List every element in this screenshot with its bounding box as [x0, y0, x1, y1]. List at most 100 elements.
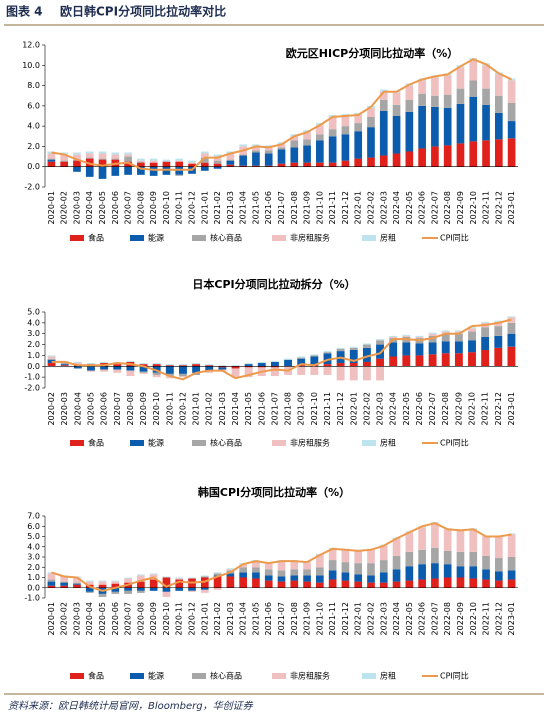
bar-segment [277, 147, 286, 150]
bar-segment [468, 327, 476, 329]
bar-segment [494, 558, 503, 572]
bar-segment [456, 88, 465, 104]
bar-segment [162, 161, 171, 167]
y-tick-label: 1.0 [27, 351, 40, 360]
legend-label: 能源 [148, 233, 164, 243]
bar-segment [341, 572, 350, 581]
bar-segment [73, 166, 81, 172]
x-tick-label: 2020-08 [136, 602, 145, 635]
x-tick-label: 2021-05 [251, 191, 260, 224]
legend-label: 核心商品 [210, 438, 242, 448]
bar-segment [367, 157, 375, 167]
bar-segment [468, 328, 476, 332]
bar-segment [481, 350, 490, 367]
bar-segment [200, 162, 209, 167]
bar-segment [139, 364, 148, 367]
bar-segment [456, 103, 465, 144]
bar-segment [200, 157, 209, 163]
legend-swatch [70, 673, 84, 679]
bar-segment [328, 136, 337, 163]
bar-segment [367, 127, 375, 158]
bar-segment [188, 160, 196, 163]
y-tick-label: 0.0 [27, 362, 40, 371]
bar-segment [124, 156, 132, 162]
y-tick-label: 3.0 [27, 553, 40, 562]
bar-segment [402, 342, 411, 356]
bar-segment [456, 551, 465, 567]
x-tick-label: 2021-07 [277, 191, 286, 224]
bar-segment [336, 348, 345, 352]
legend-swatch [362, 440, 376, 446]
bar-segment [124, 161, 132, 167]
legend-swatch [272, 440, 286, 446]
bar-segment [405, 111, 414, 152]
bar-segment [85, 580, 94, 582]
x-tick-label: 2020-03 [72, 602, 81, 635]
bar-segment [47, 151, 56, 154]
bar-segment [494, 95, 503, 113]
bar-segment [415, 336, 424, 339]
bar-segment [376, 344, 384, 359]
bar-segment [264, 147, 273, 151]
legend-swatch [130, 440, 144, 446]
x-tick-label: 2020-04 [85, 191, 94, 224]
legend-label: 食品 [88, 671, 104, 681]
bar-segment [85, 166, 94, 177]
bar-segment [188, 587, 196, 591]
x-tick-label: 2022-11 [482, 191, 491, 224]
bar-segment [392, 538, 401, 556]
bar-segment [179, 373, 187, 377]
bar-segment [252, 572, 260, 579]
cpi-line [51, 522, 512, 592]
bar-segment [376, 366, 384, 381]
bar-segment [290, 162, 299, 167]
bar-segment [389, 335, 398, 337]
x-tick-label: 2020-03 [60, 392, 69, 425]
bar-segment [98, 593, 107, 597]
x-tick-label: 2022-11 [481, 392, 490, 425]
bar-segment [379, 110, 388, 156]
x-tick-label: 2023-01 [507, 602, 516, 635]
bar-segment [175, 578, 184, 580]
bar-segment [270, 361, 279, 367]
bar-segment [349, 346, 358, 348]
bar-segment [392, 104, 401, 116]
bar-segment [354, 114, 363, 124]
x-tick-label: 2021-03 [218, 392, 227, 425]
x-tick-label: 2020-09 [149, 602, 158, 635]
bar-segment [389, 336, 398, 339]
x-tick-label: 2022-09 [456, 191, 465, 224]
bar-segment [60, 154, 69, 161]
bar-segment [379, 89, 388, 92]
bar-segment [405, 151, 414, 167]
bar-segment [507, 579, 516, 588]
x-tick-label: 2020-05 [98, 602, 107, 635]
x-tick-label: 2021-10 [315, 191, 324, 224]
bar-segment [469, 60, 478, 81]
bar-segment [124, 166, 132, 175]
bar-segment [226, 576, 235, 588]
bar-segment [175, 174, 184, 176]
x-tick-label: 2021-01 [200, 602, 209, 635]
bar-segment [418, 579, 426, 588]
x-tick-label: 2021-06 [257, 392, 266, 425]
bar-segment [98, 581, 107, 585]
bar-segment [469, 578, 478, 588]
bar-segment [316, 575, 324, 583]
bar-segment [379, 91, 388, 100]
bar-segment [47, 363, 56, 367]
x-tick-label: 2021-04 [239, 602, 248, 635]
x-tick-label: 2020-06 [111, 191, 120, 224]
chart-title: 日本CPI分项同比拉动拆分（%） [192, 277, 355, 291]
chart-title: 欧元区HICP分项同比拉动率（%） [286, 46, 458, 60]
x-tick-label: 2022-12 [494, 602, 503, 635]
bar-segment [494, 536, 503, 559]
bar-segment [113, 366, 122, 370]
x-tick-label: 2021-11 [328, 602, 337, 635]
bar-segment [270, 360, 279, 362]
x-tick-label: 2021-04 [239, 191, 248, 224]
bar-segment [264, 569, 273, 576]
bar-segment [431, 578, 439, 588]
bar-segment [137, 161, 145, 163]
